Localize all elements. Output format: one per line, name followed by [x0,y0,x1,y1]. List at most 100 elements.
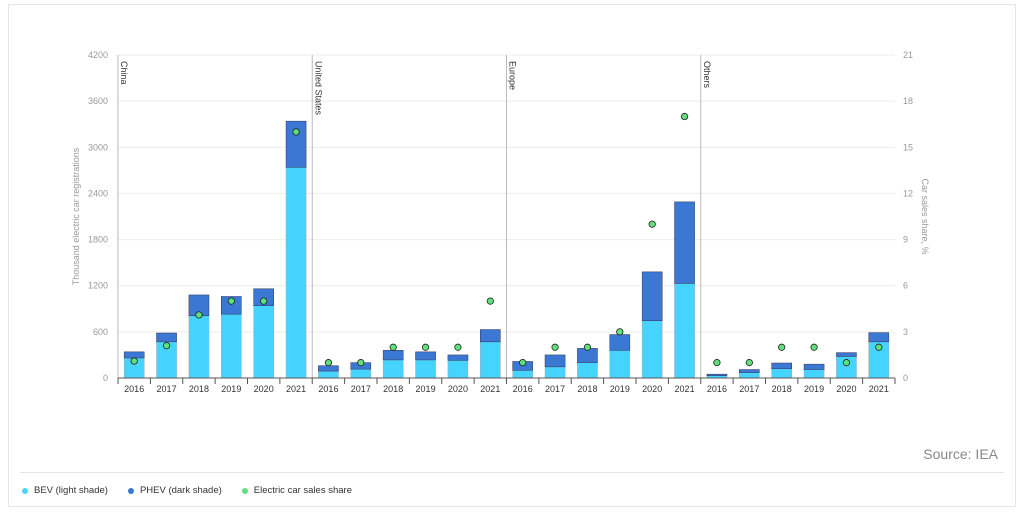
bev-bar [253,305,274,379]
x-tick-label: 2016 [513,384,533,394]
bev-bar [415,359,436,379]
y-axis-label: Thousand electric car registrations [71,147,81,285]
share-point [583,343,592,351]
share-point [713,359,721,367]
x-tick-label: 2019 [221,384,241,394]
x-tick-label: 2018 [383,384,403,394]
chart: 0 600 1200 1800 2400 3000 3600 4200 0 3 6 9 12 15 18 21… [71,50,930,394]
legend: BEV (light shade) PHEV (dark shade) Elec… [22,485,352,496]
y-right-tick-label: 12 [903,188,913,198]
y-tick-label: 3600 [88,96,108,106]
group-label: United States [313,61,323,116]
y-right-axis-label: Car sales share, % [920,178,930,254]
x-tick-label: 2018 [577,384,597,394]
phev-bar [415,351,436,361]
x-tick-label: 2019 [416,384,436,394]
y-tick-label: 1800 [88,235,108,245]
y-right-tick-label: 15 [903,142,913,152]
share-point [389,343,397,351]
legend-label: BEV (light shade) [34,485,108,496]
bev-bar [641,320,663,379]
share-point [162,342,171,350]
phev-bar [253,288,274,306]
y-right-tick-label: 18 [903,96,913,106]
phev-bar [382,350,404,361]
x-tick-label: 2018 [189,384,209,394]
phev-bar [803,363,825,370]
bev-bar [803,369,825,379]
x-tick-label: 2016 [124,384,144,394]
share-point [357,359,365,367]
bev-bar [512,370,533,379]
legend-label: Electric car sales share [253,485,352,496]
bev-swatch [22,487,28,494]
bev-bar [318,370,339,379]
x-tick-label: 2019 [610,384,630,394]
phev-bar [739,369,760,373]
legend-item-phev[interactable]: PHEV (dark shade) [127,485,222,496]
x-tick-label: 2018 [772,384,792,394]
bev-bar [544,366,566,379]
source-note: Source: IEA [923,446,998,462]
share-point [778,343,786,351]
bev-bar [480,341,501,379]
x-tick-label: 2017 [351,384,371,394]
bev-bar [771,368,792,379]
y-tick-label: 4200 [88,50,108,60]
share-point [454,343,462,351]
phev-bar [706,373,728,376]
phev-bar [868,332,890,343]
group-label: Others [702,61,712,89]
group-label: Europe [508,61,518,90]
bev-bar [447,360,469,379]
phev-bar [674,201,695,284]
y-right-tick-label: 6 [903,281,908,291]
bev-bar [285,167,307,379]
legend-item-share[interactable]: Electric car sales share [241,485,352,496]
x-tick-label: 2019 [804,384,824,394]
bev-bar [609,350,631,379]
phev-bar [447,354,469,361]
share-point [324,359,333,367]
share-point [421,343,430,351]
share-point [810,343,818,351]
share-point [486,297,494,305]
share-point [519,359,527,367]
phev-bar [318,365,339,372]
share-point [680,112,689,121]
y-tick-label: 2400 [88,188,108,198]
share-point [130,357,138,365]
x-tick-label: 2017 [739,384,759,394]
share-point [260,297,268,305]
x-tick-label: 2020 [448,384,468,394]
bev-bar [382,359,404,379]
y-tick-label: 3000 [88,142,108,152]
share-swatch [241,487,248,494]
divider [20,472,1004,473]
group-label: China [119,61,129,85]
bev-bar [188,315,210,379]
bev-bar [739,372,760,379]
x-tick-label: 2020 [642,384,662,394]
share-point [745,359,753,367]
phev-bar [544,354,566,368]
bev-bar [674,283,695,379]
share-point [842,359,851,367]
share-point [875,343,883,351]
x-tick-label: 2017 [545,384,565,394]
phev-bar [156,332,177,343]
y-right-tick-label: 9 [903,235,908,245]
x-tick-label: 2020 [254,384,274,394]
share-point [616,328,624,336]
phev-swatch [127,487,134,494]
x-tick-label: 2017 [157,384,177,394]
y-right-tick-label: 21 [903,50,913,60]
share-point [551,343,559,351]
phev-bar [480,329,501,343]
x-tick-label: 2021 [286,384,306,394]
phev-bar [123,351,145,359]
phev-bar [285,120,307,168]
share-point [227,297,235,305]
legend-item-bev[interactable]: BEV (light shade) [22,485,108,496]
phev-bar [641,271,663,321]
